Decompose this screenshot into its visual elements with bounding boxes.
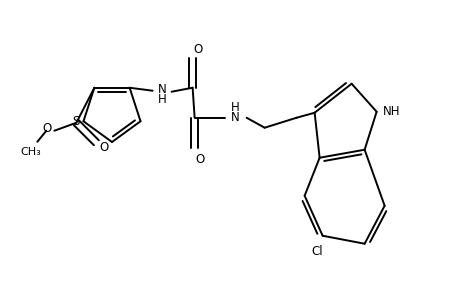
Text: NH: NH: [382, 105, 399, 118]
Text: O: O: [100, 141, 109, 154]
Text: H: H: [231, 101, 240, 114]
Text: O: O: [193, 43, 202, 56]
Text: H: H: [158, 93, 167, 106]
Text: N: N: [158, 83, 167, 96]
Text: O: O: [195, 153, 204, 166]
Text: N: N: [231, 111, 240, 124]
Text: S: S: [72, 115, 79, 128]
Text: Cl: Cl: [311, 245, 323, 258]
Text: O: O: [43, 122, 52, 135]
Text: CH₃: CH₃: [20, 147, 41, 157]
